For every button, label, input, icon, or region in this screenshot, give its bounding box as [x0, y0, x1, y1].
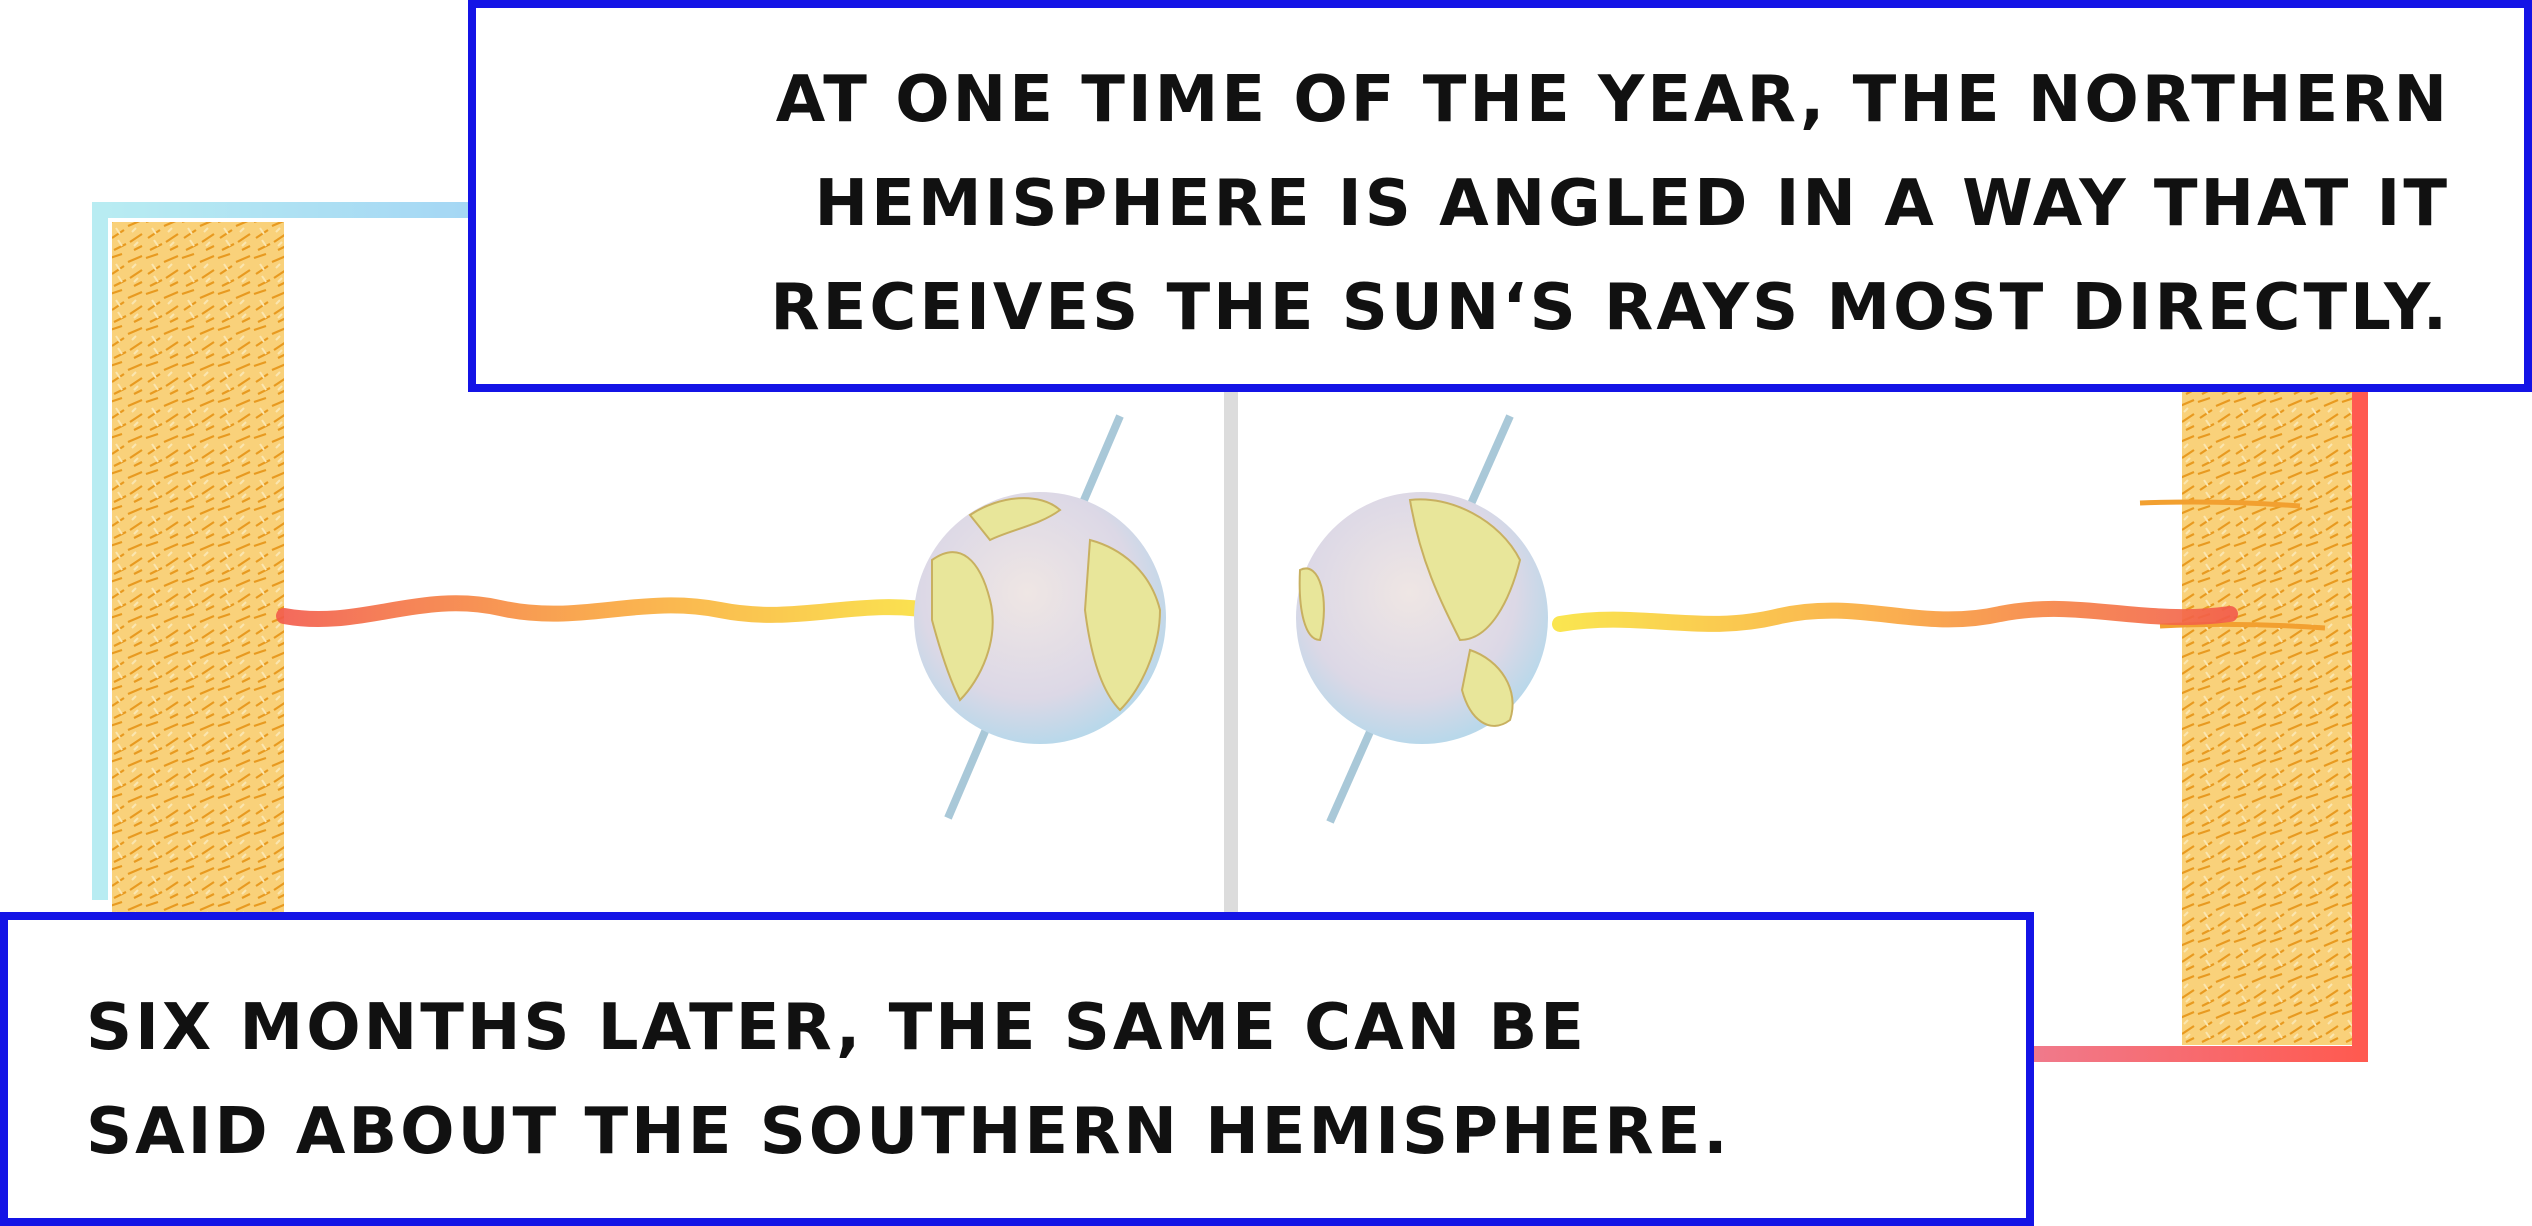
- earth-globe-left: [914, 414, 1166, 820]
- caption-bottom-line-2: SAID ABOUT THE SOUTHERN HEMISPHERE.: [86, 1095, 1731, 1169]
- caption-top-line-3: RECEIVES THE SUN‘S RAYS MOST DIRECTLY.: [770, 271, 2450, 345]
- sun-flare-right: [2139, 499, 2326, 631]
- left-panel-frame: [92, 202, 480, 900]
- sun-ray-left: [276, 595, 948, 627]
- sun-panel-left: [112, 222, 284, 912]
- caption-top-line-1: AT ONE TIME OF THE YEAR, THE NORTHERN: [775, 63, 2450, 137]
- sun-panel-right: [2182, 380, 2352, 1045]
- caption-top-line-2: HEMISPHERE IS ANGLED IN A WAY THAT IT: [814, 167, 2450, 241]
- caption-bottom: SIX MONTHS LATER, THE SAME CAN BE SAID A…: [0, 912, 2034, 1226]
- sun-ray-right: [1552, 600, 2238, 632]
- caption-top: AT ONE TIME OF THE YEAR, THE NORTHERN HE…: [468, 0, 2532, 392]
- right-panel-frame: [2030, 380, 2368, 1062]
- earth-globe-right: [1296, 414, 1548, 824]
- panel-divider: [1224, 380, 1238, 920]
- caption-bottom-line-1: SIX MONTHS LATER, THE SAME CAN BE: [86, 991, 1587, 1065]
